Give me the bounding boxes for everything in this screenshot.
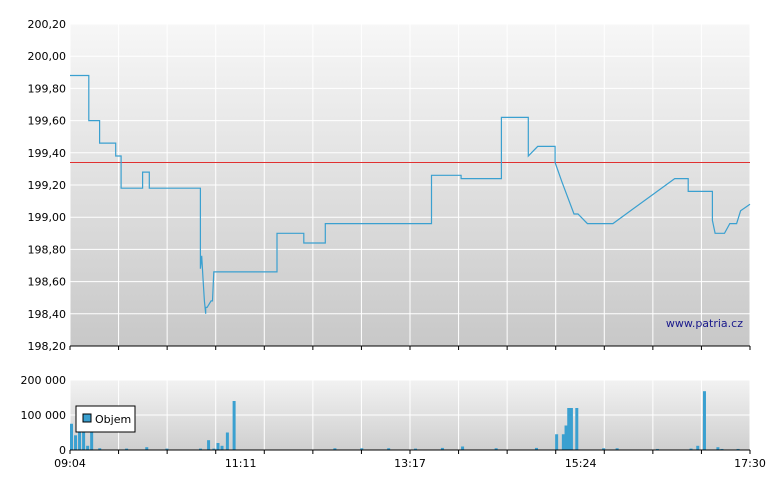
volume-bar [564,425,568,450]
volume-bar [716,447,720,450]
volume-bar [689,448,693,450]
volume-bar [90,423,94,450]
volume-y-tick-label: 200 000 [21,374,67,387]
volume-bar [78,423,82,450]
volume-bar [212,448,216,450]
volume-legend: Objem [75,405,136,433]
volume-bar [333,448,337,450]
volume-bar [387,448,391,450]
volume-bar [220,445,224,450]
volume-bar [74,435,78,450]
x-tick-label: 15:24 [565,457,597,470]
volume-bar [232,401,236,450]
price-y-tick-label: 199,20 [28,179,67,192]
volume-bar [567,408,571,450]
x-tick-label: 09:04 [54,457,86,470]
price-y-tick-label: 199,40 [28,147,67,160]
price-series-line [70,74,751,314]
price-y-tick-label: 198,80 [28,243,67,256]
x-tick-label: 11:11 [225,457,257,470]
volume-bar [655,448,659,450]
volume-bar [165,448,169,450]
volume-bar [98,448,102,450]
volume-bar [70,423,73,450]
volume-bar [86,445,90,450]
volume-bar [145,447,149,450]
legend-label: Objem [95,413,131,426]
volume-bar [461,446,465,450]
volume-bar [125,448,129,450]
price-y-tick-label: 198,20 [28,340,67,353]
volume-bar [575,408,579,450]
price-y-tick-label: 200,00 [28,50,67,63]
price-y-tick-label: 199,80 [28,82,67,95]
x-tick-label: 13:17 [394,457,426,470]
volume-grid [69,379,751,451]
volume-y-tick-label: 100 000 [21,409,67,422]
volume-bar [736,448,740,450]
volume-bar [216,443,220,450]
volume-bars [70,391,740,450]
volume-bar [225,432,229,450]
price-y-tick-label: 199,60 [28,115,67,128]
volume-bar [561,434,565,450]
volume-bar [696,445,700,450]
volume-bar [555,434,559,450]
volume-x-axis: 09:04 11:11 13:17 15:24 17:30 [54,450,766,470]
x-tick-label: 17:30 [734,457,766,470]
volume-bar [414,448,418,450]
volume-bar [720,448,724,450]
legend-swatch [82,413,92,423]
volume-bar [534,447,538,450]
price-y-tick-label: 198,40 [28,308,67,321]
volume-bar [360,448,364,450]
watermark-text: www.patria.cz [666,317,743,330]
volume-y-tick-label: 0 [59,444,66,457]
volume-bar [702,391,706,450]
price-y-axis: 200,20 200,00 199,80 199,60 199,40 199,20 199,… [28,18,67,353]
volume-bar [569,408,573,450]
volume-y-axis: 200 000 100 000 0 [21,374,67,457]
volume-bar [494,448,498,450]
volume-bar [440,447,444,450]
price-y-tick-label: 200,20 [28,18,67,31]
volume-bar [82,423,86,450]
price-y-tick-label: 198,60 [28,276,67,289]
volume-bar [602,448,606,450]
volume-bar [615,448,619,450]
price-x-axis-ticks [69,346,751,350]
volume-bar [199,448,203,450]
price-y-tick-label: 199,00 [28,211,67,224]
volume-bar [207,440,211,450]
